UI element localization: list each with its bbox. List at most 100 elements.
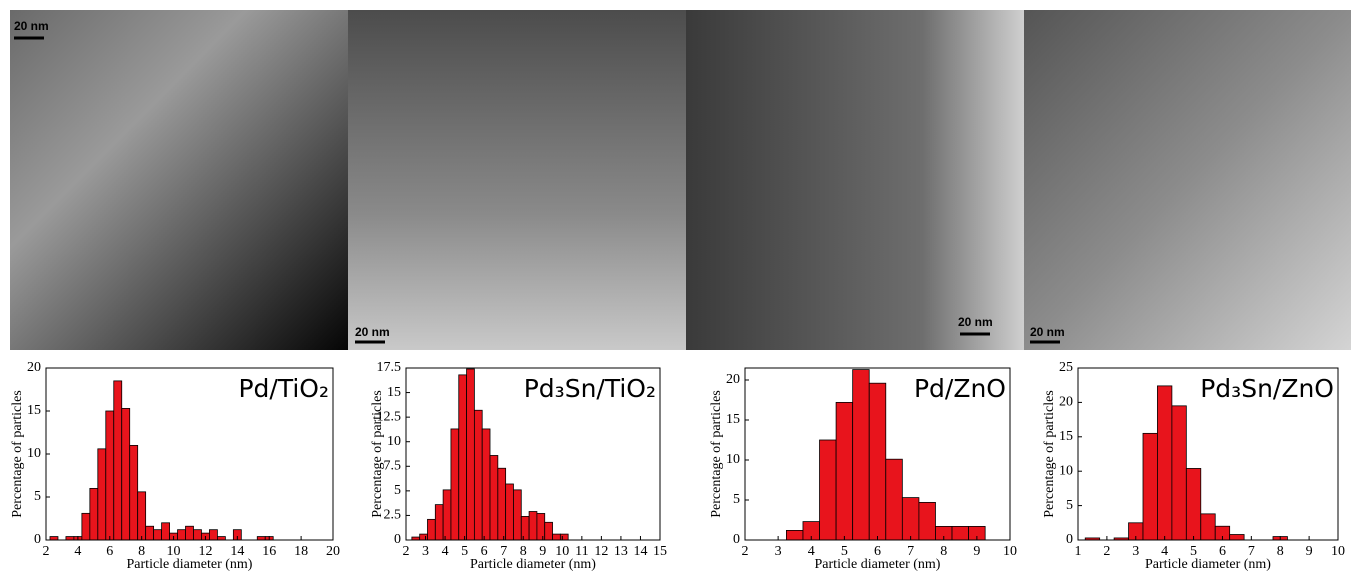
x-tick-label: 8 xyxy=(1277,544,1284,559)
x-tick-label: 12 xyxy=(198,544,212,559)
bar xyxy=(536,513,546,541)
bar xyxy=(209,529,218,541)
x-tick-label: 7 xyxy=(907,544,914,559)
bar xyxy=(49,536,59,541)
y-tick-label: 20 xyxy=(726,372,740,387)
y-tick-label: 15 xyxy=(27,403,41,418)
x-tick-label: 4 xyxy=(74,544,81,559)
x-tick-label: 8 xyxy=(138,544,145,559)
x-tick-label: 13 xyxy=(614,544,628,559)
x-tick-label: 11 xyxy=(575,544,588,559)
chart-title: Pd₃Sn/ZnO xyxy=(1200,374,1334,403)
y-tick-label: 0 xyxy=(1066,532,1073,547)
bar xyxy=(901,497,920,541)
y-tick-label: 15 xyxy=(1059,429,1073,444)
tem-image xyxy=(348,10,686,350)
bar xyxy=(105,410,115,541)
bar xyxy=(442,489,452,541)
bar xyxy=(121,408,131,541)
y-tick-label: 25 xyxy=(1059,360,1073,375)
y-tick-label: 5 xyxy=(1066,498,1073,513)
x-tick-label: 3 xyxy=(422,544,429,559)
scale-bar-label: 20 nm xyxy=(355,325,390,339)
y-tick-label: 0 xyxy=(34,532,41,547)
x-tick-label: 20 xyxy=(326,544,340,559)
bar xyxy=(489,455,499,541)
bar xyxy=(1229,534,1245,541)
bar xyxy=(450,428,460,541)
bar xyxy=(1157,385,1173,541)
bar xyxy=(177,529,186,541)
y-tick-label: 7.5 xyxy=(384,459,402,474)
x-tick-label: 7 xyxy=(500,544,507,559)
x-tick-label: 2 xyxy=(742,544,749,559)
y-axis-label: Percentage of particles xyxy=(370,390,385,518)
bar xyxy=(852,369,870,541)
bar xyxy=(89,487,99,541)
x-tick-label: 5 xyxy=(461,544,468,559)
x-tick-label: 18 xyxy=(294,544,308,559)
bar xyxy=(81,512,91,541)
y-tick-label: 15 xyxy=(726,412,740,427)
bar xyxy=(819,439,837,541)
x-tick-label: 5 xyxy=(841,544,848,559)
bar xyxy=(1200,513,1216,541)
x-tick-label: 15 xyxy=(653,544,667,559)
bar xyxy=(1185,468,1202,541)
bar xyxy=(528,511,538,541)
chart-title: Pd/ZnO xyxy=(914,374,1006,403)
bar xyxy=(786,530,804,541)
y-tick-label: 2.5 xyxy=(384,508,402,523)
y-tick-label: 20 xyxy=(27,360,41,375)
bar xyxy=(544,521,553,541)
bar xyxy=(918,501,936,541)
bar xyxy=(951,526,969,541)
x-tick-label: 5 xyxy=(1190,544,1197,559)
scale-bar-label: 20 nm xyxy=(14,19,49,33)
y-tick-label: 5 xyxy=(733,492,740,507)
y-axis-label: Percentage of particles xyxy=(1042,390,1057,518)
x-tick-label: 14 xyxy=(230,544,244,559)
x-tick-label: 10 xyxy=(167,544,181,559)
y-tick-label: 10 xyxy=(27,446,41,461)
x-tick-label: 6 xyxy=(874,544,881,559)
bar xyxy=(885,458,903,541)
y-tick-label: 12.5 xyxy=(377,409,402,424)
x-tick-label: 4 xyxy=(442,544,449,559)
bar xyxy=(153,529,162,541)
x-tick-label: 2 xyxy=(403,544,410,559)
tem-image xyxy=(1024,10,1351,350)
bar xyxy=(185,525,194,541)
bar xyxy=(868,382,887,541)
y-tick-label: 5 xyxy=(34,489,41,504)
x-tick-label: 7 xyxy=(1248,544,1255,559)
x-axis-label: Particle diameter (nm) xyxy=(470,557,596,572)
x-tick-label: 9 xyxy=(539,544,546,559)
bar xyxy=(193,529,202,541)
y-tick-label: 5 xyxy=(394,483,401,498)
bar xyxy=(552,533,561,541)
x-tick-label: 10 xyxy=(1003,544,1017,559)
x-tick-label: 14 xyxy=(633,544,647,559)
bar xyxy=(559,533,569,541)
y-axis-label: Percentage of particles xyxy=(709,390,724,518)
y-tick-label: 20 xyxy=(1059,395,1073,410)
y-tick-label: 10 xyxy=(726,452,740,467)
y-tick-label: 15 xyxy=(387,385,401,400)
bar xyxy=(513,489,522,541)
x-tick-label: 10 xyxy=(555,544,569,559)
bar xyxy=(419,533,428,541)
bar xyxy=(217,536,226,541)
bar xyxy=(1142,432,1158,541)
bar xyxy=(113,380,123,541)
bar xyxy=(458,374,467,541)
x-tick-label: 3 xyxy=(775,544,782,559)
x-tick-label: 9 xyxy=(973,544,980,559)
plot-frame xyxy=(405,367,661,541)
x-tick-label: 1 xyxy=(1075,544,1082,559)
bar xyxy=(835,401,854,541)
x-tick-label: 10 xyxy=(1331,544,1345,559)
x-tick-label: 6 xyxy=(481,544,488,559)
